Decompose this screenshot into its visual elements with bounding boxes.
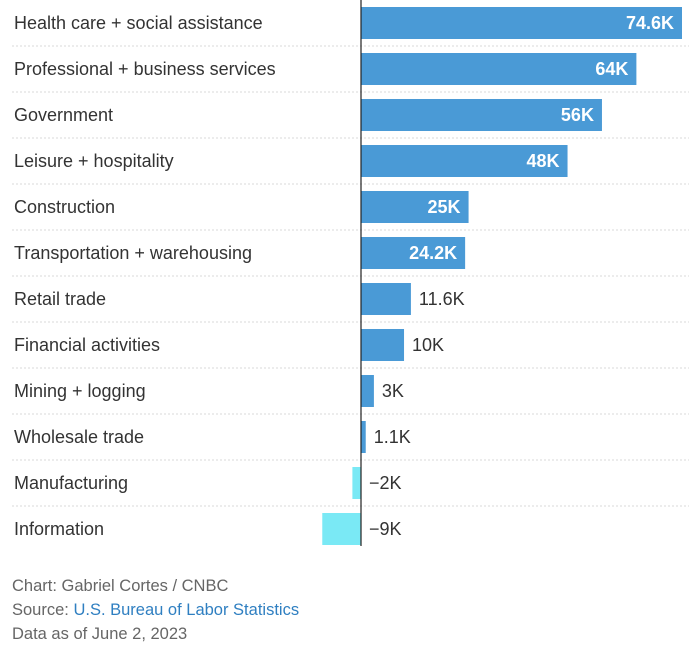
category-label: Professional + business services <box>14 59 276 79</box>
source-prefix: Source: <box>12 601 74 619</box>
source-link[interactable]: U.S. Bureau of Labor Statistics <box>73 601 300 619</box>
category-label: Manufacturing <box>14 473 128 493</box>
bar <box>361 145 568 177</box>
category-label: Financial activities <box>14 335 160 355</box>
bar <box>361 237 466 269</box>
value-label: 48K <box>527 151 560 171</box>
bar <box>361 191 469 223</box>
category-label: Leisure + hospitality <box>14 151 174 171</box>
bar-chart: Health care + social assistance 74.6K Prof… <box>12 0 689 546</box>
category-label: Construction <box>14 197 115 217</box>
category-label: Mining + logging <box>14 381 146 401</box>
value-label: 64K <box>595 59 628 79</box>
chart-credit: Chart: Gabriel Cortes / CNBC <box>12 577 229 595</box>
chart-footer: Chart: Gabriel Cortes / CNBC Source: U.S… <box>12 574 299 646</box>
bar <box>361 99 602 131</box>
bar <box>361 7 682 39</box>
data-date-note: Data as of June 2, 2023 <box>12 625 188 643</box>
bar <box>361 283 411 315</box>
category-label: Government <box>14 105 113 125</box>
bar <box>361 375 374 407</box>
value-label: 1.1K <box>374 427 411 447</box>
value-label: 56K <box>561 105 594 125</box>
bar <box>352 467 361 499</box>
chart-source: Source: U.S. Bureau of Labor Statistics <box>12 598 299 622</box>
value-label: 3K <box>382 381 404 401</box>
bar <box>322 513 361 545</box>
category-label: Health care + social assistance <box>14 13 263 33</box>
value-label: 11.6K <box>419 289 465 309</box>
bar <box>361 53 637 85</box>
bar <box>361 329 405 361</box>
value-label: −9K <box>369 519 402 539</box>
category-label: Wholesale trade <box>14 427 144 447</box>
value-label: 10K <box>412 335 444 355</box>
value-label: 25K <box>428 197 461 217</box>
bar <box>361 421 366 453</box>
category-label: Information <box>14 519 104 539</box>
category-label: Transportation + warehousing <box>14 243 252 263</box>
value-label: 74.6K <box>626 13 674 33</box>
category-label: Retail trade <box>14 289 106 309</box>
value-label: −2K <box>369 473 402 493</box>
value-label: 24.2K <box>409 243 457 263</box>
